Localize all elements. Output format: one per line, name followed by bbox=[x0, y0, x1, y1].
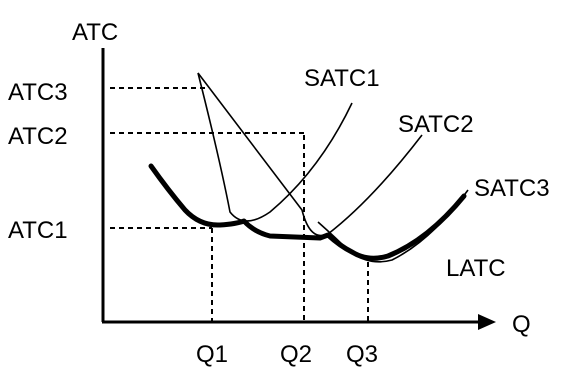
latc-curve bbox=[148, 163, 467, 261]
y-axis-label: ATC bbox=[72, 19, 118, 46]
x-tick-q2: Q2 bbox=[280, 341, 312, 367]
latc-label: LATC bbox=[446, 255, 506, 282]
y-tick-atc2: ATC2 bbox=[8, 123, 68, 150]
satc2-curve bbox=[197, 72, 423, 237]
y-tick-atc1: ATC1 bbox=[8, 217, 68, 244]
satc3-label: SATC3 bbox=[474, 175, 550, 202]
satc1-label: SATC1 bbox=[304, 65, 380, 92]
satc3-curve bbox=[317, 189, 469, 263]
x-axis-label: Q bbox=[512, 311, 531, 338]
satc1-curve bbox=[197, 72, 353, 222]
x-tick-q3: Q3 bbox=[346, 341, 378, 367]
satc2-label: SATC2 bbox=[398, 111, 474, 138]
x-tick-q1: Q1 bbox=[196, 341, 228, 367]
y-tick-atc3: ATC3 bbox=[8, 79, 68, 106]
x-axis-arrowhead bbox=[478, 314, 496, 330]
